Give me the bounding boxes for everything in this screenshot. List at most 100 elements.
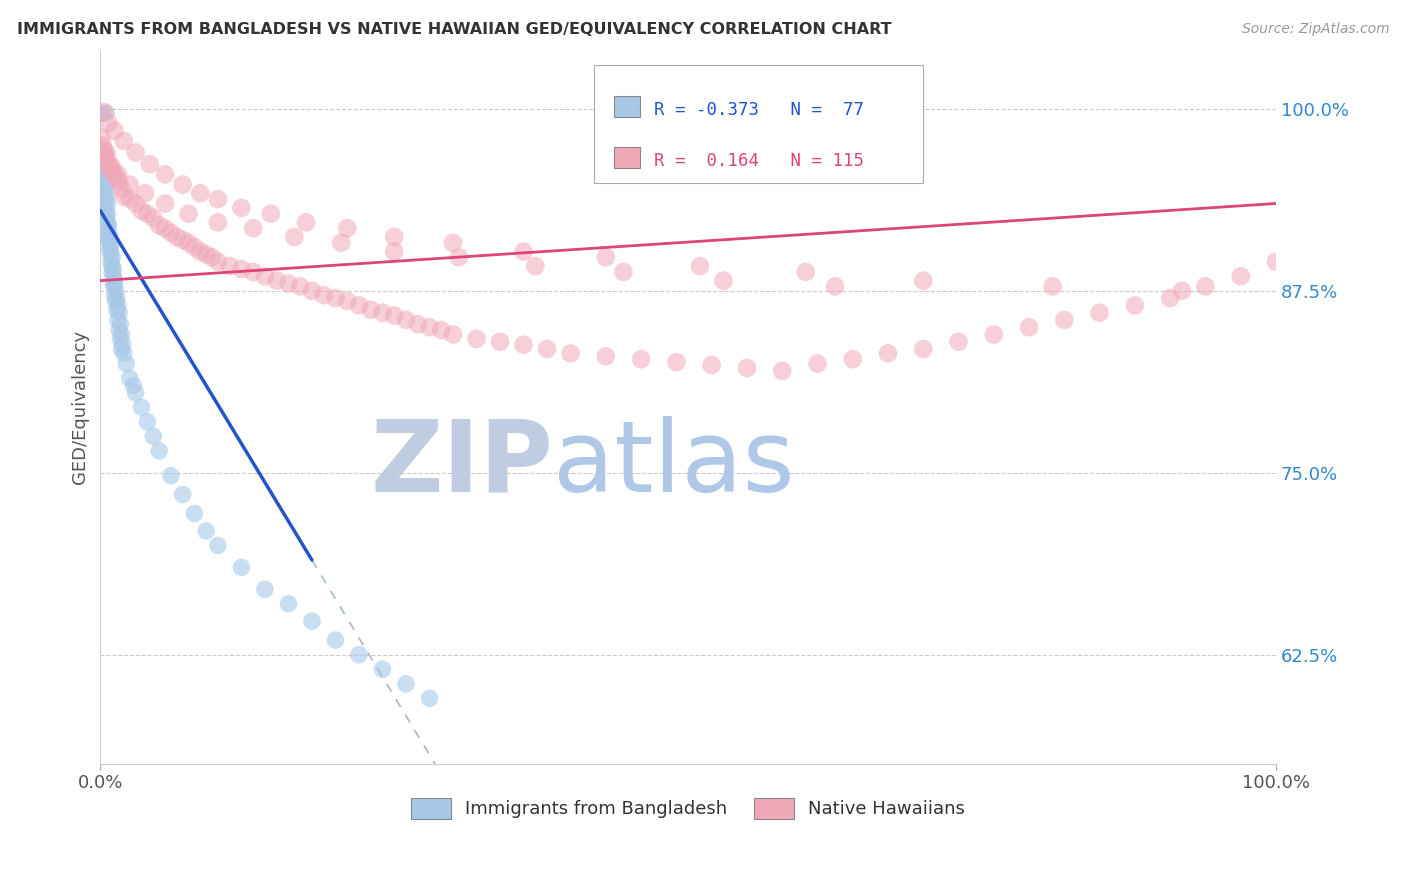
Point (104, 284, 127, 298)
Point (96, 211, 118, 225)
Point (96, 203, 118, 218)
Point (700, 358, 723, 372)
Point (160, 226, 183, 240)
Point (118, 178, 141, 192)
Point (1018, 320, 1040, 334)
Point (97, 219, 120, 233)
Point (325, 291, 347, 305)
Point (153, 221, 176, 235)
Point (447, 251, 470, 265)
Text: Source: ZipAtlas.com: Source: ZipAtlas.com (1241, 22, 1389, 37)
Point (153, 168, 176, 182)
Point (283, 230, 305, 244)
Point (382, 309, 405, 323)
Point (91, 138, 114, 153)
Point (96, 196, 118, 211)
Point (134, 186, 156, 201)
Point (595, 349, 617, 363)
Point (183, 240, 205, 254)
Point (395, 677, 418, 691)
Point (595, 251, 617, 265)
Point (188, 186, 211, 201)
Point (207, 539, 229, 553)
Point (136, 207, 159, 221)
Point (112, 134, 135, 148)
Point (560, 346, 582, 360)
Point (242, 265, 264, 279)
Point (105, 302, 128, 317)
Point (94, 189, 117, 203)
Point (1053, 313, 1076, 327)
Point (97, 233, 120, 247)
Point (177, 207, 200, 221)
Point (430, 323, 453, 337)
Point (90, 106, 112, 120)
Point (94, 148, 117, 162)
Point (260, 207, 283, 221)
Point (104, 293, 127, 308)
Point (242, 221, 264, 235)
Text: atlas: atlas (553, 416, 794, 513)
Point (842, 352, 865, 367)
Point (101, 259, 124, 273)
Point (824, 279, 846, 293)
Point (218, 259, 240, 273)
Point (97, 157, 120, 171)
Point (912, 342, 935, 356)
Point (100, 254, 122, 268)
Point (94, 148, 117, 162)
Point (172, 487, 194, 501)
Point (948, 334, 970, 349)
Point (96, 182, 118, 196)
Point (96, 192, 118, 206)
Point (148, 219, 170, 233)
Point (1088, 306, 1111, 320)
Text: ZIP: ZIP (370, 416, 553, 513)
Point (983, 327, 1005, 342)
Point (93, 175, 115, 189)
Point (1194, 279, 1216, 293)
Point (93, 160, 115, 174)
Point (96, 153, 118, 167)
Point (524, 259, 547, 273)
Point (395, 313, 418, 327)
Point (465, 332, 488, 346)
Point (110, 342, 132, 356)
Point (231, 262, 253, 277)
Point (103, 288, 125, 302)
Point (770, 364, 793, 378)
Point (735, 361, 758, 376)
Point (277, 597, 299, 611)
Y-axis label: GED/Equivalency: GED/Equivalency (72, 330, 89, 484)
Point (231, 201, 253, 215)
Point (100, 247, 122, 261)
Point (93, 143, 115, 157)
Point (336, 221, 359, 235)
Point (101, 265, 124, 279)
Point (100, 160, 122, 174)
Point (160, 468, 183, 483)
Point (110, 318, 132, 332)
Point (441, 327, 464, 342)
FancyBboxPatch shape (614, 147, 640, 168)
Point (336, 293, 359, 308)
Point (1159, 291, 1181, 305)
Point (131, 401, 153, 415)
Point (100, 238, 122, 252)
Point (90, 168, 112, 182)
Point (112, 189, 135, 203)
Point (253, 582, 276, 597)
Point (266, 274, 288, 288)
Point (138, 157, 160, 171)
Point (111, 337, 134, 351)
Point (195, 247, 218, 261)
Point (96, 145, 118, 160)
Point (195, 524, 218, 538)
FancyBboxPatch shape (595, 65, 924, 183)
Point (122, 378, 145, 392)
Point (142, 429, 165, 443)
Point (108, 323, 131, 337)
Point (371, 662, 394, 676)
Point (118, 192, 141, 206)
Point (806, 357, 828, 371)
